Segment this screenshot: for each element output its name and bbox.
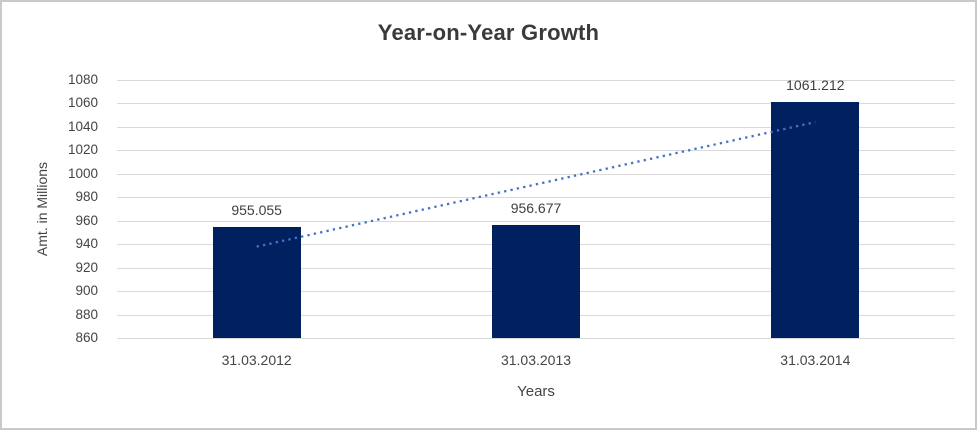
y-tick-label: 1020 — [67, 142, 98, 158]
y-tick-label: 880 — [75, 306, 98, 322]
bar-value-label: 955.055 — [231, 201, 282, 218]
gridline — [117, 338, 955, 339]
y-tick-label: 900 — [75, 283, 98, 299]
y-axis-title: Amt. in Millions — [34, 161, 50, 257]
bar-value-label: 956.677 — [510, 199, 562, 216]
x-tick-label: 31.03.2012 — [221, 352, 292, 368]
y-tick-label: 1080 — [67, 72, 98, 87]
plot-area — [117, 80, 955, 339]
gridline — [117, 150, 955, 152]
chart-title: Year-on-Year Growth — [377, 20, 600, 45]
gridline — [117, 103, 955, 105]
y-tick-label: 1060 — [67, 95, 98, 111]
y-tick-label: 960 — [75, 212, 98, 228]
gridline — [117, 80, 955, 81]
gridline — [117, 173, 955, 175]
y-tick-label: 1040 — [67, 118, 98, 134]
trendline — [256, 120, 816, 248]
bar-31.03.2014 — [771, 102, 860, 338]
x-axis-title: Years — [517, 383, 555, 400]
y-tick-label: 920 — [75, 259, 98, 275]
gridline — [117, 197, 955, 199]
trendline-path — [256, 120, 816, 248]
bar-31.03.2012 — [212, 226, 301, 338]
gridline — [117, 220, 955, 222]
y-tick-label: 940 — [75, 236, 98, 252]
gridline — [117, 126, 955, 128]
bar-value-label: 1061.212 — [786, 77, 845, 94]
x-tick-label: 31.03.2014 — [780, 352, 851, 368]
bar-31.03.2013 — [492, 224, 580, 338]
y-tick-label: 980 — [75, 189, 98, 205]
y-tick-label: 860 — [75, 330, 98, 345]
y-tick-label: 1000 — [67, 165, 98, 181]
x-tick-label: 31.03.2013 — [500, 352, 572, 368]
